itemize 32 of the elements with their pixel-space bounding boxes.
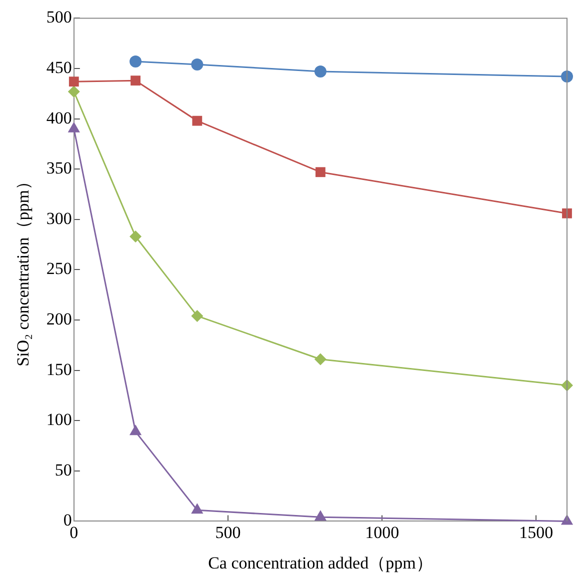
- point: [191, 310, 204, 322]
- y-tick-label: 400: [46, 108, 72, 128]
- y-tick-label: 100: [46, 410, 72, 430]
- point: [68, 86, 80, 98]
- point: [191, 503, 204, 514]
- y-tick-label: 50: [54, 460, 72, 480]
- point: [314, 353, 326, 366]
- point: [192, 116, 202, 126]
- point: [562, 208, 572, 218]
- point: [68, 76, 79, 87]
- y-tick-label: 300: [46, 208, 72, 228]
- point: [561, 70, 573, 83]
- point: [130, 76, 140, 86]
- point: [316, 167, 326, 178]
- point: [314, 66, 326, 78]
- point: [314, 510, 327, 521]
- y-tick-label: 450: [46, 58, 72, 77]
- x-tick-label: 500: [215, 522, 241, 542]
- y-tick-label: 500: [46, 8, 72, 27]
- x-axis-title: Ca concentration added（ppm）: [208, 553, 433, 572]
- point: [130, 55, 142, 68]
- y-tick-label: 250: [46, 259, 72, 278]
- x-tick-label: 1500: [519, 522, 554, 542]
- point: [191, 58, 204, 70]
- y-tick-label: 200: [46, 309, 72, 328]
- x-tick-label: 1000: [365, 522, 400, 542]
- point: [130, 230, 142, 242]
- y-tick-label: 150: [46, 360, 72, 379]
- y-tick-label: 350: [46, 158, 72, 178]
- y-axis-title: SiO₂ concentration（ppm）: [14, 173, 33, 366]
- point: [129, 424, 142, 436]
- y-tick-label: 0: [63, 510, 72, 530]
